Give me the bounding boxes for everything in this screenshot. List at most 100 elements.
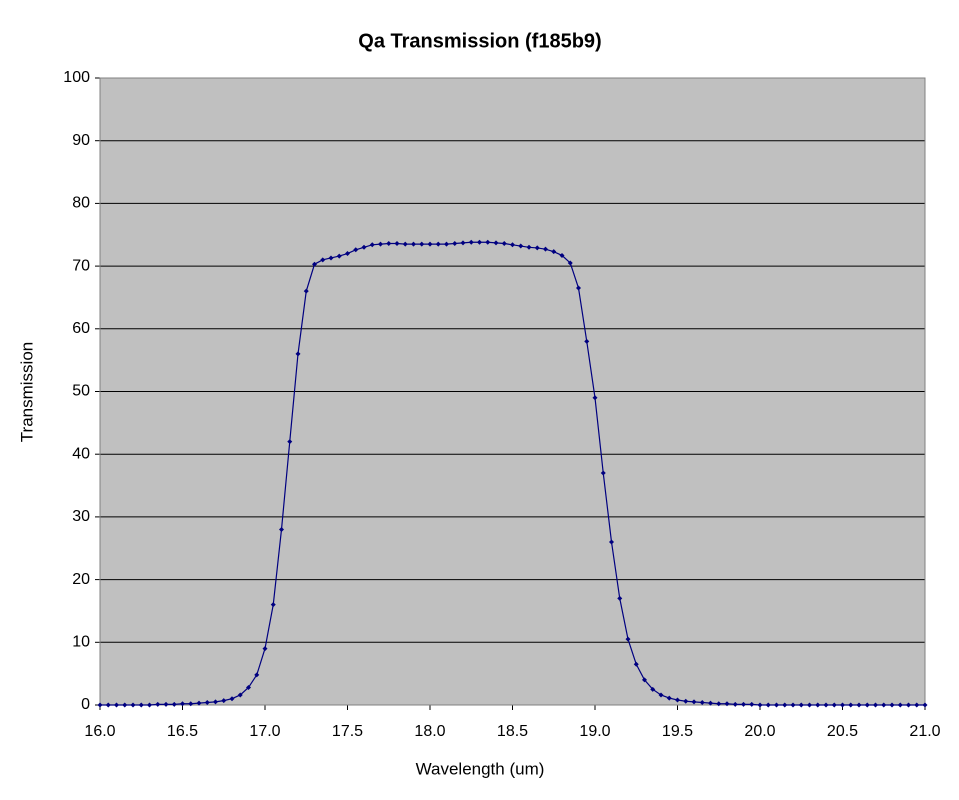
chart-title: Qa Transmission (f185b9) <box>358 30 601 52</box>
data-point <box>353 247 359 253</box>
data-point <box>468 239 474 245</box>
data-point <box>180 701 185 707</box>
data-point <box>336 253 342 259</box>
data-point <box>914 702 920 708</box>
data-point <box>617 595 623 601</box>
data-point <box>386 241 392 247</box>
data-point <box>221 698 227 704</box>
y-tick-label: 0 <box>81 696 90 713</box>
data-point <box>889 702 895 708</box>
data-point <box>724 701 730 707</box>
data-point <box>270 602 276 608</box>
data-point <box>856 702 862 708</box>
data-point <box>543 246 548 252</box>
x-tick-label: 17.0 <box>249 723 280 740</box>
x-tick-label: 16.5 <box>167 723 198 740</box>
data-point <box>518 243 524 249</box>
data-point <box>815 702 821 708</box>
x-tick-label: 17.5 <box>332 723 363 740</box>
data-point <box>460 240 466 246</box>
data-point <box>147 702 152 708</box>
data-point <box>741 701 746 707</box>
data-point <box>774 702 779 708</box>
data-point <box>633 661 639 667</box>
data-point <box>485 239 491 245</box>
x-tick-label: 18.5 <box>497 723 528 740</box>
data-point <box>122 702 128 708</box>
data-point <box>642 677 647 683</box>
data-point <box>163 701 169 707</box>
data-point <box>699 699 705 705</box>
data-point <box>320 257 326 263</box>
data-point <box>378 241 383 247</box>
data-point <box>765 702 771 708</box>
data-point <box>848 702 854 708</box>
x-tick-label: 20.0 <box>744 723 775 740</box>
y-tick-label: 60 <box>72 320 90 337</box>
data-point <box>823 702 829 708</box>
data-point <box>716 701 722 707</box>
data-point <box>427 241 433 247</box>
data-point <box>897 702 903 708</box>
data-point <box>435 241 441 247</box>
data-point <box>237 692 243 698</box>
y-tick-label: 100 <box>63 69 90 86</box>
data-point <box>625 636 631 642</box>
data-point <box>798 702 804 708</box>
data-point <box>246 684 251 690</box>
data-point <box>411 241 416 247</box>
data-point <box>600 470 606 476</box>
data-point <box>105 702 111 708</box>
data-point <box>477 239 482 245</box>
data-point <box>922 702 928 708</box>
data-point <box>691 699 697 705</box>
data-point <box>229 696 235 702</box>
data-point <box>287 439 293 445</box>
data-point <box>130 702 136 708</box>
data-point <box>279 526 284 532</box>
data-point <box>369 242 375 248</box>
data-point <box>551 249 557 255</box>
data-point <box>303 288 309 294</box>
y-tick-label: 70 <box>72 257 90 274</box>
y-tick-label: 40 <box>72 445 90 462</box>
data-point <box>312 261 317 267</box>
x-tick-label: 18.0 <box>414 723 445 740</box>
data-point <box>254 672 260 678</box>
data-point <box>295 351 301 357</box>
y-tick-label: 90 <box>72 132 90 149</box>
data-point <box>97 702 103 708</box>
data-point <box>708 700 713 706</box>
x-tick-label: 19.0 <box>579 723 610 740</box>
data-point <box>592 395 598 401</box>
data-point <box>609 539 614 545</box>
data-point <box>394 241 400 247</box>
data-point <box>658 692 664 698</box>
data-point <box>196 700 202 706</box>
y-axis-label: Transmission <box>17 342 36 442</box>
data-point <box>262 646 268 652</box>
data-point <box>510 242 515 248</box>
data-point <box>155 701 161 707</box>
data-point <box>402 241 408 247</box>
y-tick-label: 10 <box>72 634 90 651</box>
data-point <box>204 699 210 705</box>
x-tick-label: 16.0 <box>84 723 115 740</box>
y-tick-label: 80 <box>72 195 90 212</box>
data-point <box>328 255 334 261</box>
data-point <box>452 241 458 247</box>
data-point <box>881 702 887 708</box>
x-tick-label: 21.0 <box>909 723 940 740</box>
data-point <box>114 702 119 708</box>
data-point <box>567 260 573 266</box>
data-point <box>345 251 350 257</box>
data-point <box>831 702 837 708</box>
data-point <box>864 702 870 708</box>
data-point <box>757 702 763 708</box>
data-point <box>213 699 218 705</box>
y-tick-label: 30 <box>72 508 90 525</box>
x-tick-label: 20.5 <box>827 723 858 740</box>
data-point <box>526 244 532 250</box>
data-point <box>790 702 796 708</box>
